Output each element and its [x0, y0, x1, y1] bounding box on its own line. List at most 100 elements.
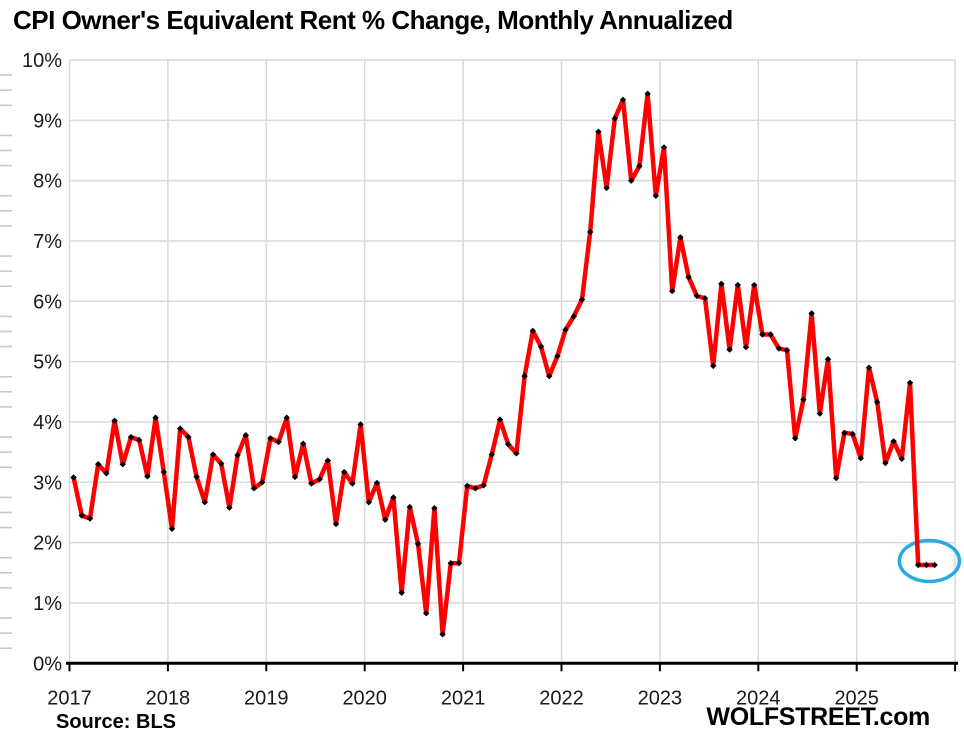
y-tick-label: 1%	[33, 593, 62, 615]
data-point-marker	[283, 414, 290, 421]
y-tick-label: 7%	[33, 231, 62, 253]
data-point-marker	[103, 470, 110, 477]
data-point-marker	[341, 468, 348, 476]
data-point-marker	[365, 499, 372, 506]
data-point-marker	[693, 292, 700, 300]
data-point-marker	[201, 499, 208, 506]
data-point-marker	[136, 436, 143, 444]
data-point-marker	[357, 421, 364, 428]
x-gridlines	[68, 60, 956, 664]
chart-title: CPI Owner's Equivalent Rent % Change, Mo…	[13, 5, 733, 35]
data-point-marker	[833, 474, 840, 482]
data-point-marker	[242, 432, 249, 439]
y-tick-label: 2%	[33, 533, 62, 555]
data-point-marker	[775, 345, 782, 352]
data-point-marker	[464, 482, 471, 490]
series-markers	[70, 90, 938, 638]
data-point-marker	[562, 326, 569, 333]
data-point-marker	[841, 429, 848, 437]
data-point-marker	[259, 479, 266, 486]
data-point-marker	[472, 485, 479, 492]
data-point-marker	[742, 343, 750, 351]
data-point-marker	[423, 610, 430, 617]
data-point-marker	[291, 473, 299, 481]
data-point-marker	[923, 561, 930, 569]
data-point-marker	[587, 228, 594, 236]
data-point-marker	[218, 460, 225, 467]
data-point-marker	[267, 435, 274, 442]
data-point-marker	[234, 451, 241, 459]
y-tick-labels: 0% 1% 2% 3% 4% 5% 6% 7% 8% 9% 10%	[22, 50, 62, 675]
data-point-marker	[324, 457, 331, 464]
data-point-marker	[603, 184, 610, 192]
data-point-marker	[636, 162, 643, 170]
y-gridlines	[69, 59, 956, 604]
data-point-marker	[882, 459, 889, 467]
source-note: Source: BLS	[56, 711, 177, 733]
data-point-marker	[250, 485, 258, 492]
data-point-marker	[168, 525, 176, 532]
data-point-marker	[898, 455, 905, 462]
data-point-marker	[119, 461, 126, 468]
data-point-marker	[447, 559, 454, 567]
data-point-marker	[628, 177, 635, 184]
data-point-marker	[890, 438, 897, 445]
x-tick-label: 2017	[47, 687, 92, 709]
data-point-marker	[619, 96, 627, 104]
data-point-marker	[480, 482, 487, 489]
data-point-marker	[316, 476, 323, 483]
x-tick-label: 2023	[638, 687, 683, 709]
data-point-marker	[808, 310, 815, 317]
x-tick-label: 2018	[146, 687, 191, 709]
data-point-marker	[226, 504, 233, 511]
data-point-marker	[406, 503, 413, 511]
y-minor-ticks	[0, 74, 12, 650]
data-point-marker	[865, 364, 873, 371]
data-point-marker	[611, 115, 618, 122]
data-point-marker	[488, 451, 495, 458]
data-point-marker	[177, 425, 184, 432]
data-point-marker	[373, 479, 381, 487]
data-point-marker	[759, 331, 766, 338]
data-point-marker	[669, 287, 676, 295]
data-point-marker	[86, 515, 94, 522]
x-tick-label: 2022	[539, 687, 584, 709]
x-tick-label: 2020	[342, 687, 387, 709]
series-line	[71, 91, 937, 637]
data-point-marker	[308, 480, 315, 487]
data-point-marker	[595, 128, 602, 135]
data-point-marker	[874, 398, 881, 406]
data-point-marker	[332, 520, 340, 528]
data-point-marker	[390, 494, 397, 501]
data-point-marker	[701, 295, 709, 302]
data-point-marker	[857, 454, 864, 462]
data-point-marker	[546, 372, 553, 380]
data-point-marker	[275, 438, 282, 446]
y-tick-label: 0%	[33, 653, 62, 675]
y-tick-label: 3%	[33, 472, 62, 494]
data-point-marker	[906, 379, 914, 386]
data-point-marker	[414, 540, 422, 548]
data-point-marker	[931, 561, 938, 569]
data-point-marker	[660, 144, 668, 151]
data-point-marker	[111, 417, 118, 424]
data-point-marker	[193, 473, 200, 481]
y-tick-label: 4%	[33, 412, 62, 434]
x-tick-label: 2025	[834, 687, 879, 709]
data-point-marker	[816, 410, 823, 417]
data-point-marker	[496, 416, 504, 423]
data-point-marker	[144, 473, 151, 480]
data-point-marker	[751, 281, 758, 289]
data-point-marker	[521, 372, 528, 380]
data-point-marker	[398, 589, 405, 596]
y-tick-label: 10%	[22, 50, 62, 72]
data-point-marker	[677, 234, 684, 241]
x-tick-labels: 2017 2018 2019 2020 2021 2022 2023 2024 2025	[47, 687, 879, 709]
data-point-marker	[529, 327, 536, 335]
data-point-marker	[578, 296, 586, 303]
data-point-marker	[95, 461, 102, 468]
data-point-marker	[915, 561, 922, 569]
data-point-marker	[455, 559, 463, 567]
